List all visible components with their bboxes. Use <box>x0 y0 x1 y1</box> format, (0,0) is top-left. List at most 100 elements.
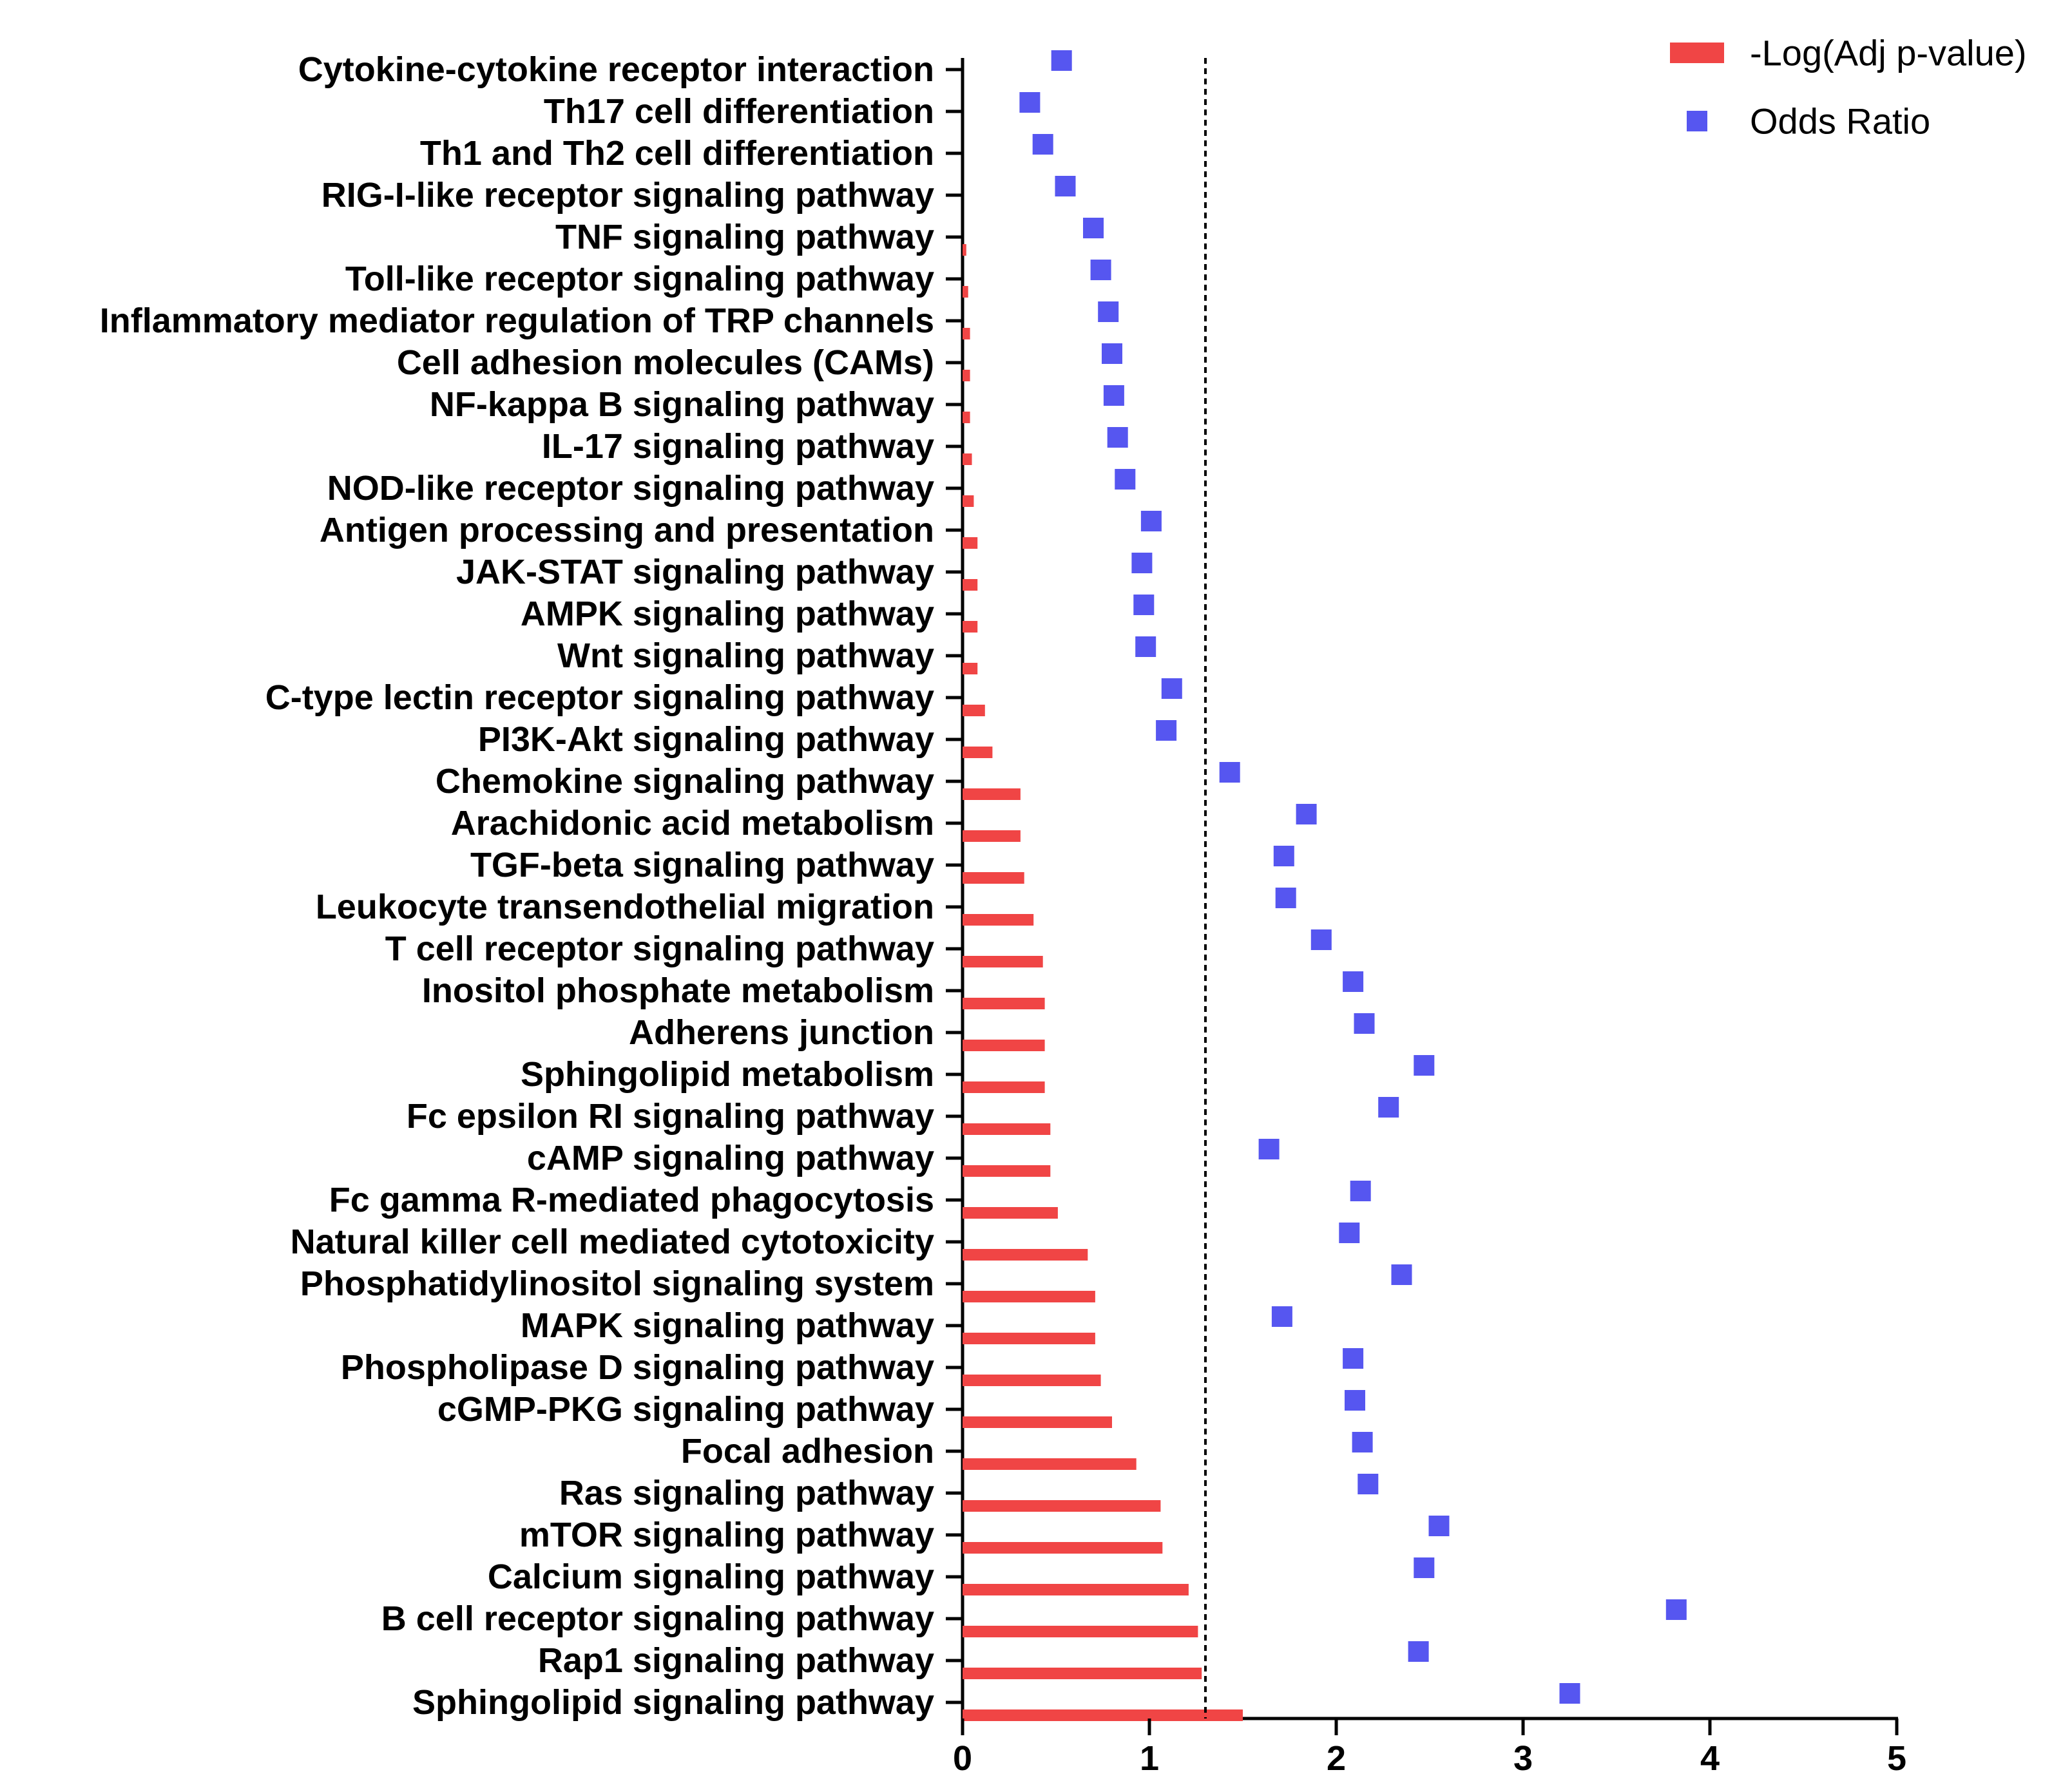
legend-swatch-bar <box>1670 43 1724 63</box>
point-odds-ratio <box>1083 218 1104 238</box>
bar-neglog-adj-p <box>963 705 985 716</box>
point-odds-ratio <box>1339 1223 1360 1243</box>
bar-neglog-adj-p <box>963 1458 1137 1470</box>
point-odds-ratio <box>1310 929 1332 950</box>
point-odds-ratio <box>1135 636 1156 657</box>
point-odds-ratio <box>1414 1557 1435 1578</box>
point-odds-ratio <box>1343 971 1364 992</box>
bar-neglog-adj-p <box>963 1333 1095 1344</box>
bar-neglog-adj-p <box>963 1709 1243 1721</box>
bar-neglog-adj-p <box>963 1500 1161 1512</box>
category-label: Antigen processing and presentation <box>320 511 934 549</box>
legend-label-neglog: -Log(Adj p-value) <box>1750 33 2027 73</box>
x-tick-label: 5 <box>1887 1739 1906 1778</box>
bar-neglog-adj-p <box>963 1291 1095 1302</box>
point-odds-ratio <box>1391 1264 1412 1285</box>
point-odds-ratio <box>1408 1641 1429 1662</box>
point-odds-ratio <box>1345 1390 1365 1411</box>
bar-neglog-adj-p <box>963 1040 1045 1051</box>
point-odds-ratio <box>1357 1474 1379 1494</box>
category-label: T cell receptor signaling pathway <box>385 929 934 968</box>
category-label: Chemokine signaling pathway <box>436 762 934 801</box>
bar-neglog-adj-p <box>963 1626 1198 1637</box>
bar-neglog-adj-p <box>963 328 970 339</box>
point-odds-ratio <box>1352 1432 1373 1452</box>
bar-neglog-adj-p <box>963 495 974 507</box>
category-label: Focal adhesion <box>681 1432 934 1471</box>
point-odds-ratio <box>1161 678 1182 699</box>
category-label: Rap1 signaling pathway <box>538 1641 934 1680</box>
category-label: Sphingolipid metabolism <box>521 1055 934 1094</box>
bar-neglog-adj-p <box>963 1584 1189 1595</box>
bar-neglog-adj-p <box>963 1416 1112 1428</box>
category-label: Th17 cell differentiation <box>544 92 934 131</box>
point-odds-ratio <box>1115 469 1136 490</box>
legend-swatch-marker <box>1687 111 1707 131</box>
bar-neglog-adj-p <box>963 412 970 423</box>
bar-neglog-adj-p <box>963 453 972 465</box>
category-label: Adherens junction <box>629 1013 934 1052</box>
category-label: C-type lectin receptor signaling pathway <box>265 678 934 717</box>
point-odds-ratio <box>1051 50 1072 71</box>
point-odds-ratio <box>1665 1599 1687 1620</box>
bar-neglog-adj-p <box>963 872 1024 884</box>
point-odds-ratio <box>1090 260 1111 280</box>
point-odds-ratio <box>1414 1055 1435 1076</box>
bar-neglog-adj-p <box>963 788 1021 800</box>
x-tick-label: 2 <box>1327 1739 1346 1778</box>
category-label: cGMP-PKG signaling pathway <box>437 1390 934 1429</box>
category-label: Fc gamma R-mediated phagocytosis <box>329 1181 934 1219</box>
bar-neglog-adj-p <box>963 370 970 381</box>
category-label: Ras signaling pathway <box>559 1474 934 1512</box>
category-label: Cell adhesion molecules (CAMs) <box>397 343 934 382</box>
point-odds-ratio <box>1275 888 1296 908</box>
category-label: PI3K-Akt signaling pathway <box>478 720 934 759</box>
x-tick-label: 4 <box>1700 1739 1720 1778</box>
x-tick-label: 0 <box>953 1739 972 1778</box>
category-label: AMPK signaling pathway <box>521 595 934 633</box>
category-label: Toll-like receptor signaling pathway <box>345 260 934 298</box>
bar-neglog-adj-p <box>963 244 966 256</box>
category-label: mTOR signaling pathway <box>519 1516 934 1554</box>
bar-neglog-adj-p <box>963 1207 1058 1219</box>
category-label: TGF-beta signaling pathway <box>470 846 934 884</box>
category-label: Calcium signaling pathway <box>488 1557 934 1596</box>
point-odds-ratio <box>1140 511 1162 531</box>
point-odds-ratio <box>1019 92 1041 113</box>
bar-neglog-adj-p <box>963 830 1021 842</box>
x-tick-label: 1 <box>1140 1739 1159 1778</box>
bar-neglog-adj-p <box>963 747 993 758</box>
bar-neglog-adj-p <box>963 998 1045 1009</box>
category-label: Leukocyte transendothelial migration <box>316 888 934 926</box>
bar-neglog-adj-p <box>963 1165 1051 1177</box>
category-label: Cytokine-cytokine receptor interaction <box>298 50 934 89</box>
category-label: IL-17 signaling pathway <box>542 427 934 466</box>
point-odds-ratio <box>1350 1181 1371 1201</box>
bar-neglog-adj-p <box>963 537 978 549</box>
category-label: Inositol phosphate metabolism <box>422 971 934 1010</box>
legend-label-odds: Odds Ratio <box>1750 101 1930 142</box>
point-odds-ratio <box>1133 595 1155 615</box>
point-odds-ratio <box>1354 1013 1375 1034</box>
point-odds-ratio <box>1055 176 1076 196</box>
bar-neglog-adj-p <box>963 663 978 674</box>
point-odds-ratio <box>1296 804 1317 824</box>
category-label: Wnt signaling pathway <box>557 636 934 675</box>
point-odds-ratio <box>1032 134 1053 155</box>
bar-neglog-adj-p <box>963 1123 1051 1135</box>
category-label: Sphingolipid signaling pathway <box>412 1683 934 1722</box>
point-odds-ratio <box>1258 1139 1280 1159</box>
x-tick-label: 3 <box>1513 1739 1533 1778</box>
category-label: NF-kappa B signaling pathway <box>430 385 934 424</box>
point-odds-ratio <box>1559 1683 1580 1704</box>
category-label: cAMP signaling pathway <box>527 1139 934 1177</box>
point-odds-ratio <box>1098 301 1119 322</box>
point-odds-ratio <box>1428 1516 1450 1536</box>
point-odds-ratio <box>1102 343 1122 364</box>
category-label: Phospholipase D signaling pathway <box>341 1348 934 1387</box>
bar-neglog-adj-p <box>963 621 978 633</box>
category-label: NOD-like receptor signaling pathway <box>327 469 934 508</box>
category-label: Inflammatory mediator regulation of TRP … <box>100 301 934 340</box>
